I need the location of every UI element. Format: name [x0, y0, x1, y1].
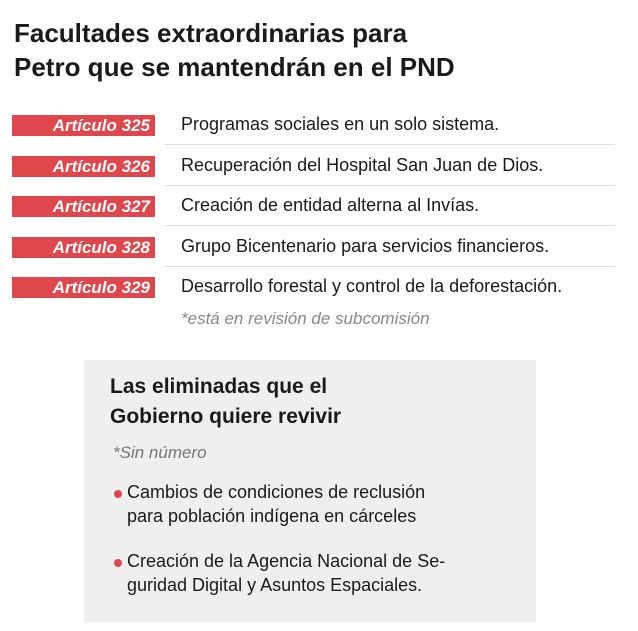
- bullet-text: para población indígena en cárceles: [127, 506, 417, 526]
- article-tag: Artículo 326: [12, 155, 155, 177]
- separator: [165, 144, 615, 145]
- separator: [165, 225, 615, 226]
- article-tag: Artículo 328: [12, 236, 155, 258]
- article-text: Grupo Bicentenario para servicios financ…: [181, 235, 550, 256]
- article-text: Programas sociales en un solo sistema.: [181, 114, 500, 134]
- article-text: Creación de entidad alterna al Invías.: [181, 195, 480, 215]
- separator: [165, 184, 615, 186]
- box-title-line: Las eliminadas que el: [110, 375, 328, 398]
- box-subtitle: *Sin número: [113, 443, 207, 462]
- article-tag: Artículo 329: [12, 277, 155, 298]
- title-line: Facultades extraordinarias para: [14, 18, 408, 48]
- note: *está en revisión de subcomisión: [181, 309, 430, 328]
- article-tag: Artículo 327: [12, 196, 155, 217]
- title-line: Petro que se mantendrán en el PND: [14, 52, 455, 82]
- bullet-dot: [114, 490, 122, 498]
- box-title-line: Gobierno quiere revivir: [110, 405, 342, 428]
- article-text: Recuperación del Hospital San Juan de Di…: [181, 154, 544, 175]
- article-text: Desarrollo forestal y control de la defo…: [181, 276, 563, 296]
- box-background: [84, 360, 536, 622]
- bullet-text: Creación de la Agencia Nacional de Se-: [127, 551, 446, 571]
- bullet-text: Cambios de condiciones de reclusión: [127, 482, 426, 502]
- bullet-dot: [114, 559, 122, 567]
- bullet-text: guridad Digital y Asuntos Espaciales.: [127, 575, 423, 595]
- article-tag: Artículo 325: [12, 115, 155, 136]
- separator: [165, 265, 615, 267]
